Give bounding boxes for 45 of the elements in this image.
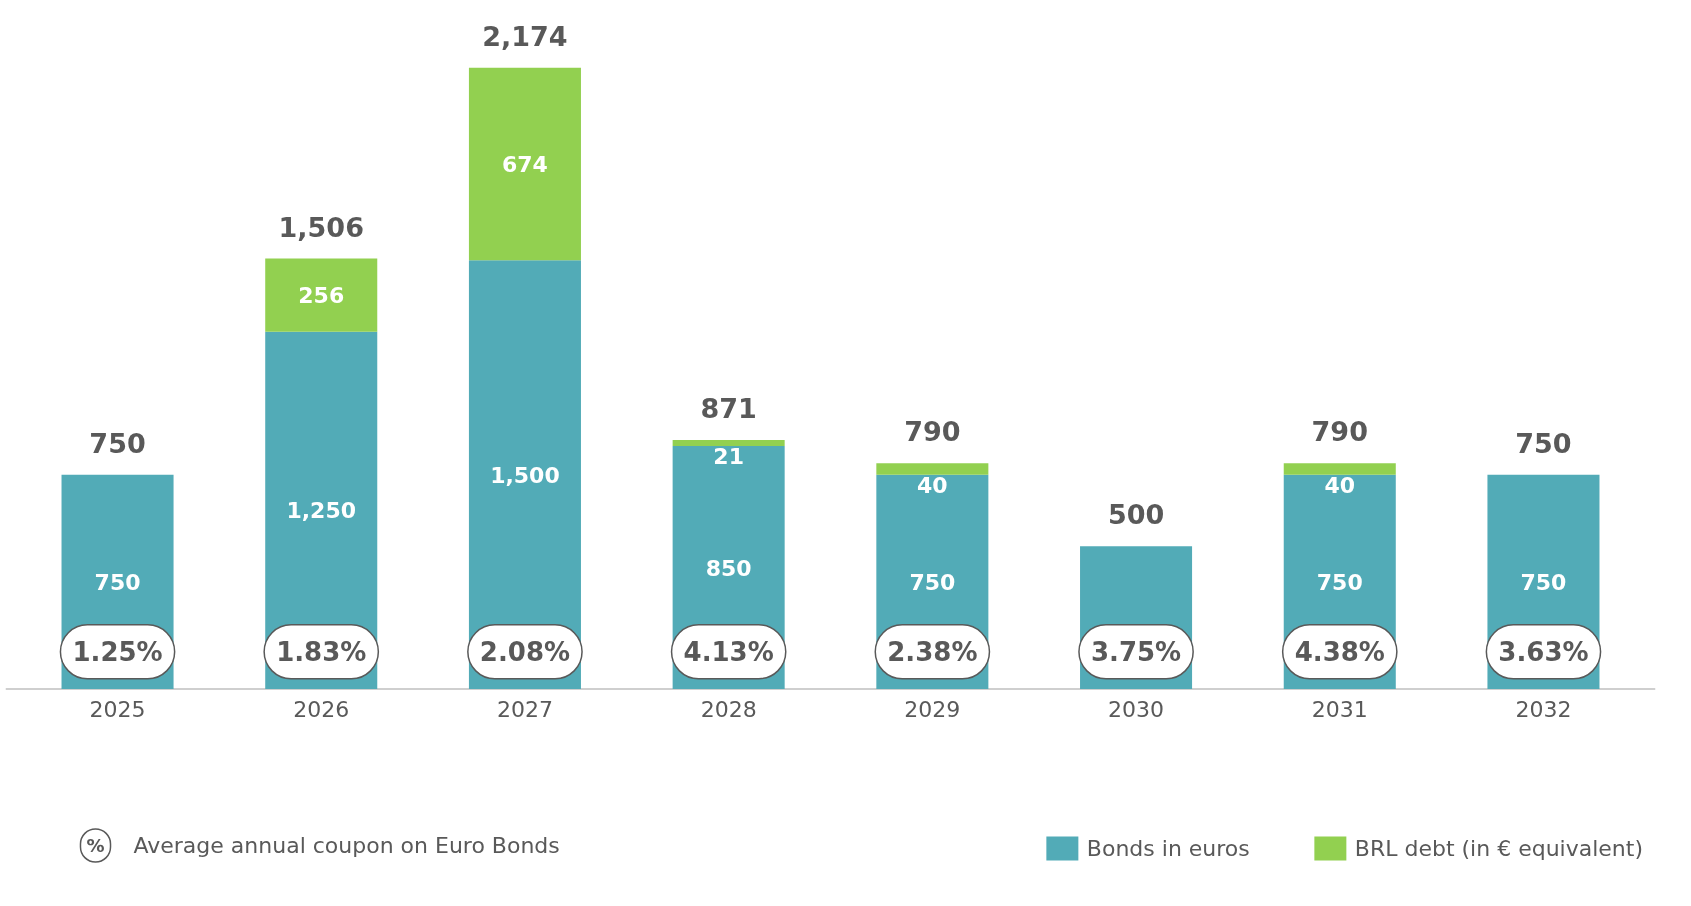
- legend-label: BRL debt (in € equivalent): [1354, 835, 1643, 861]
- annotation: 1.25%: [72, 636, 163, 667]
- total-label: 750: [89, 427, 146, 459]
- annotation: 2.38%: [887, 636, 978, 667]
- text: Average annual coupon on Euro Bonds: [133, 833, 560, 858]
- annotation: 4.13%: [683, 636, 774, 667]
- total-label: 750: [1515, 427, 1572, 459]
- annotation: 1.83%: [276, 636, 367, 667]
- data-label: 1,250: [286, 498, 357, 524]
- data-label: 40: [1324, 472, 1356, 498]
- x-tick-label: 2032: [1515, 697, 1572, 723]
- x-tick-label: 2025: [89, 697, 146, 723]
- x-tick-label: 2027: [496, 697, 553, 723]
- x-tick-label: 2028: [700, 697, 757, 723]
- total-label: 871: [700, 393, 757, 425]
- text: %: [86, 835, 105, 856]
- annotation: 4.38%: [1294, 636, 1385, 667]
- bar: [468, 67, 581, 261]
- data-label: 850: [705, 555, 752, 581]
- data-label: 750: [94, 569, 141, 595]
- data-label: 40: [917, 472, 948, 498]
- total-label: 1,506: [278, 211, 364, 243]
- bar: [265, 258, 378, 332]
- x-tick-label: 2029: [904, 697, 961, 723]
- x-tick-label: 2030: [1108, 697, 1165, 723]
- data-label: 750: [1316, 569, 1363, 595]
- bar: [672, 440, 785, 447]
- x-tick-label: 2026: [293, 697, 350, 723]
- total-label: 790: [1311, 416, 1368, 448]
- data-label: 750: [909, 569, 956, 595]
- bar: [876, 463, 989, 475]
- bar: [1283, 463, 1396, 475]
- annotation: 3.75%: [1090, 636, 1182, 667]
- annotation: 2.08%: [479, 636, 571, 667]
- data-label: 256: [298, 283, 345, 309]
- total-label: 790: [904, 416, 961, 448]
- data-label: 674: [501, 151, 548, 177]
- data-label: 1,500: [490, 462, 560, 488]
- annotation: 3.63%: [1498, 636, 1589, 667]
- x-tick-label: 2031: [1311, 697, 1368, 723]
- legend-label: Bonds in euros: [1086, 835, 1250, 861]
- total-label: 2,174: [482, 20, 568, 52]
- data-label: 750: [1520, 569, 1567, 595]
- data-label: 21: [713, 444, 744, 470]
- total-label: 500: [1107, 499, 1165, 531]
